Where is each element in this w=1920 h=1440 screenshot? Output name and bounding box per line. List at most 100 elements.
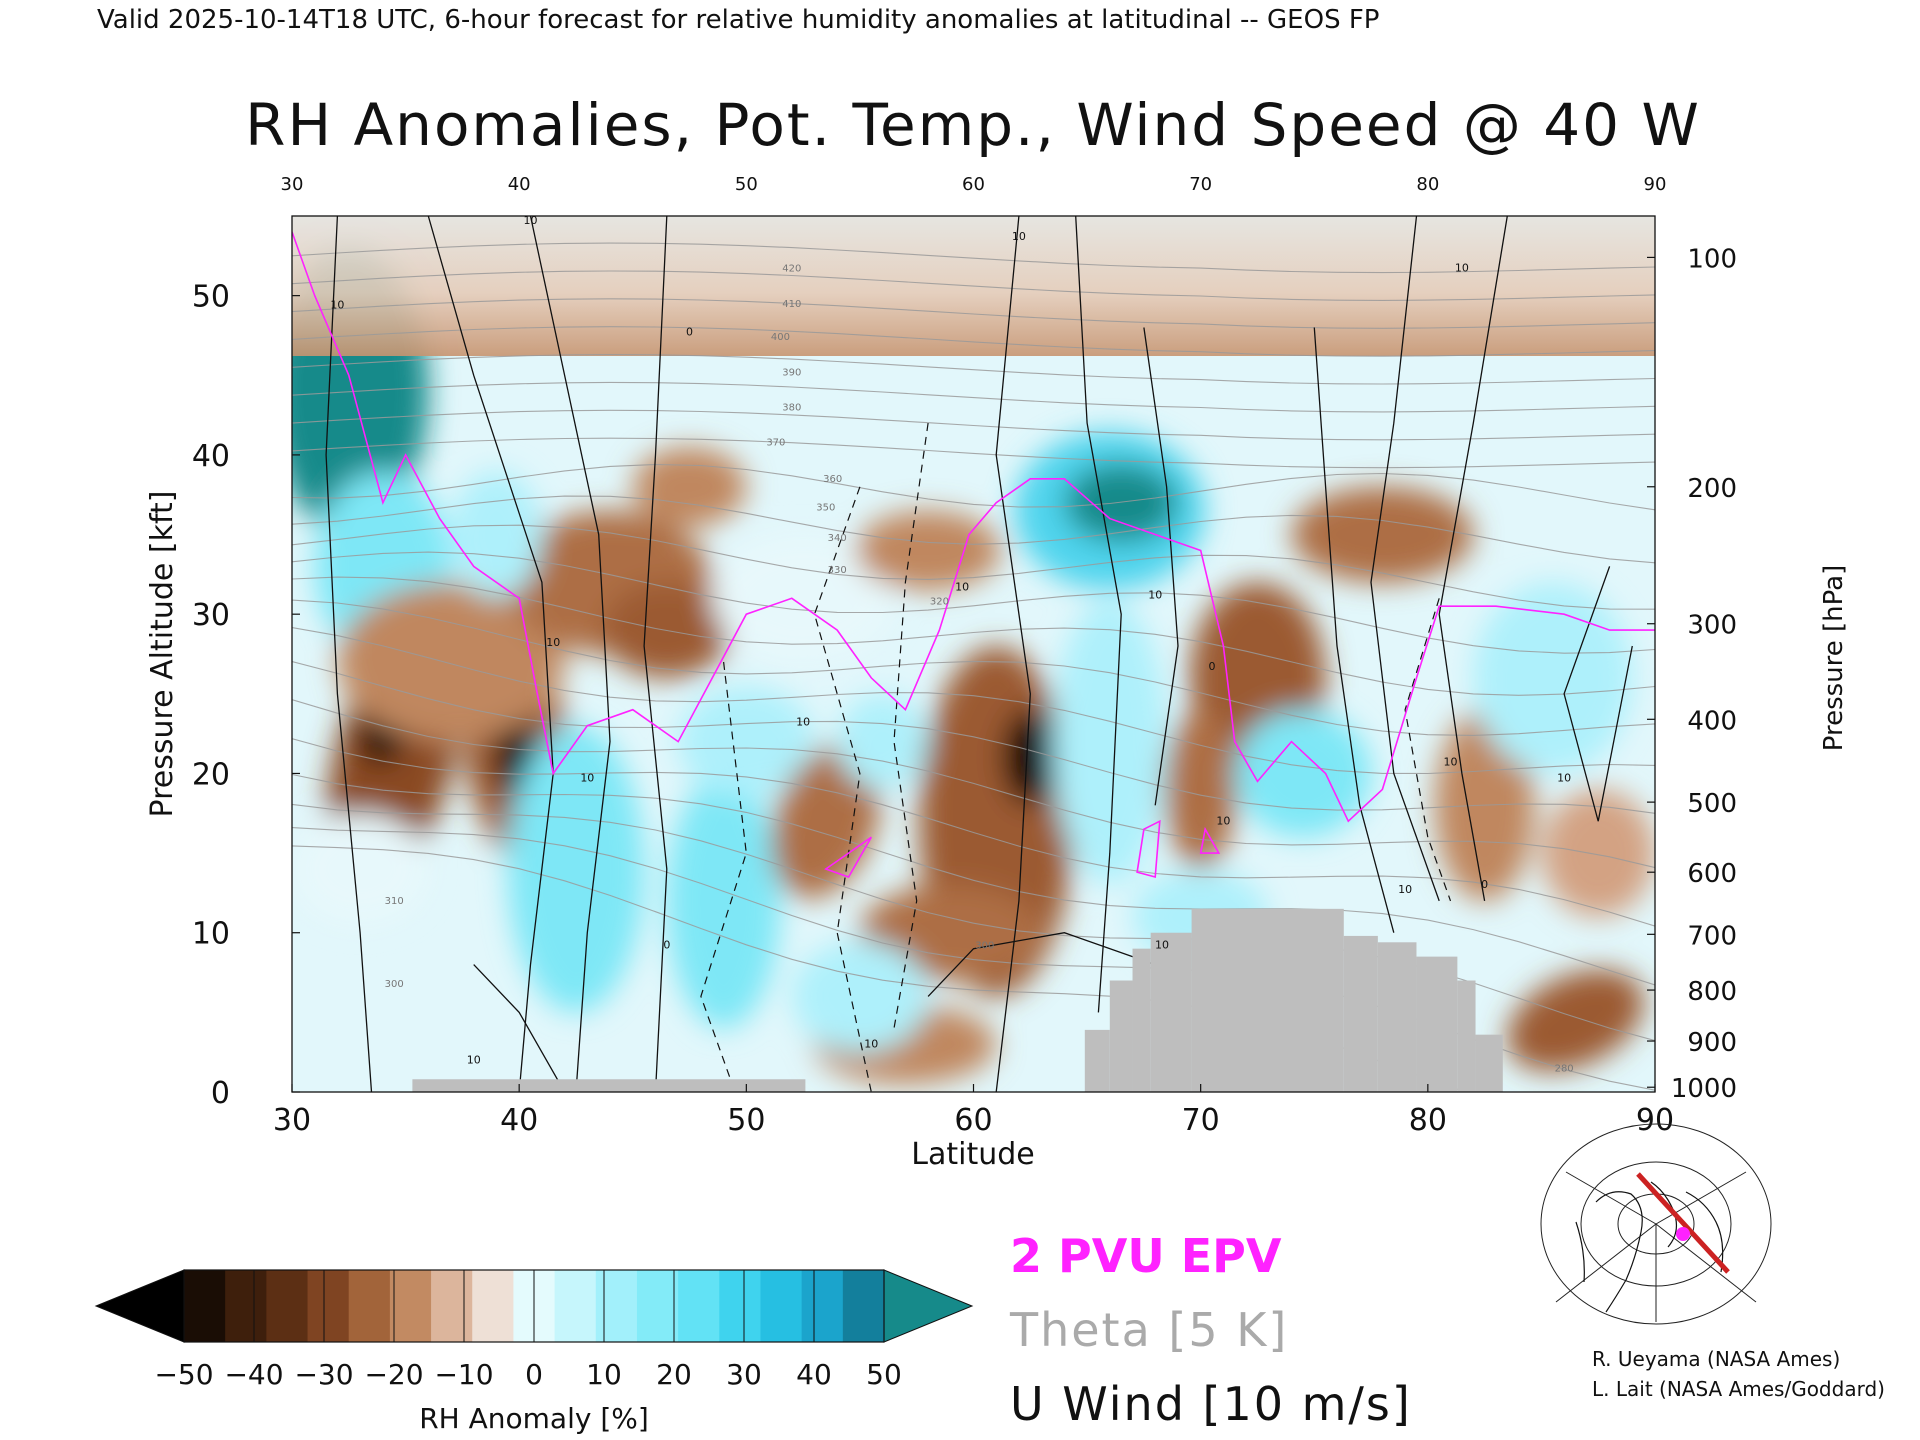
- wind-label: 10: [1444, 755, 1458, 768]
- theta-label: 320: [930, 597, 949, 608]
- colorbar-tick-label: 50: [866, 1358, 902, 1391]
- theta-contour: [292, 381, 1655, 413]
- colorbar-tick-label: 40: [796, 1358, 832, 1391]
- x-top-tick-label: 50: [735, 174, 758, 195]
- colorbar-segment: [266, 1270, 309, 1342]
- wind-contour: [1563, 566, 1633, 822]
- colorbar-segment: [801, 1270, 844, 1342]
- pressure-tick-label: 900: [1687, 1028, 1737, 1058]
- terrain-block: [1150, 932, 1192, 1092]
- rh-anomaly-field: [292, 247, 1655, 1085]
- terrain-block: [1475, 1034, 1503, 1092]
- pressure-tick-label: 300: [1687, 611, 1737, 641]
- colorbar: −50 −40 −30 −20 −10 0 10 20 30 40 50: [94, 1269, 974, 1391]
- theta-contour: [292, 738, 1655, 927]
- rh-blob: [1473, 582, 1633, 774]
- rh-blob: [837, 693, 929, 790]
- terrain-block: [1343, 935, 1378, 1092]
- theta-contours: [292, 242, 1655, 1092]
- x-axis: 30 40 50 60 70 80 90: [273, 1084, 1674, 1138]
- pressure-tick-label: 600: [1687, 859, 1737, 889]
- terrain-block: [1191, 908, 1344, 1092]
- colorbar-tick-label: −30: [294, 1358, 353, 1391]
- theta-label: 420: [782, 264, 801, 275]
- colorbar-tick-label: 10: [586, 1358, 622, 1391]
- epv-contour-line: [292, 231, 1655, 823]
- x-top-tick-label: 70: [1189, 174, 1212, 195]
- theta-label: 400: [771, 332, 790, 343]
- rh-blob: [1053, 598, 1167, 885]
- epv-contour: [292, 231, 1655, 879]
- theta-contour: [292, 599, 1655, 736]
- colorbar-segment: [719, 1270, 762, 1342]
- rh-blob: [337, 582, 565, 742]
- rh-blob: [678, 685, 815, 798]
- theta-label: 390: [782, 367, 801, 378]
- pressure-tick-label: 500: [1687, 789, 1737, 819]
- theta-label: 310: [385, 896, 404, 907]
- colorbar-label: RH Anomaly [%]: [419, 1402, 649, 1435]
- wind-labels: 10 0 10 10 10 10 10 10 10 0 10 10 10 0 10 10 10 10 0 10: [330, 216, 1571, 1066]
- rh-blob: [771, 744, 881, 898]
- y-tick-label: 0: [211, 1076, 230, 1111]
- wind-label: 10: [467, 1053, 481, 1066]
- theta-contour: [292, 270, 1655, 301]
- wind-contour: [927, 932, 1156, 997]
- x-tick-label: 80: [1409, 1103, 1447, 1138]
- wind-contour: [643, 216, 668, 1092]
- colorbar-segment: [842, 1270, 885, 1342]
- wind-label: 10: [546, 636, 560, 649]
- terrain-block: [1416, 956, 1458, 1092]
- plot-area: 420 410 400 390 380 370 360 350 340 330 320 310 300 3…: [292, 216, 1655, 1092]
- wind-contour: [1438, 216, 1508, 902]
- wind-label: 10: [330, 298, 344, 311]
- wind-contour: [529, 216, 611, 1092]
- theta-label: 410: [782, 299, 801, 310]
- theta-contour: [292, 773, 1655, 986]
- rh-blob: [292, 813, 429, 925]
- colorbar-tick-label: −10: [434, 1358, 493, 1391]
- wind-label: 10: [1398, 883, 1412, 896]
- rh-blob: [1064, 462, 1178, 543]
- wind-label: 10: [580, 771, 594, 784]
- rh-blob: [666, 773, 781, 1029]
- y2-axis-label: Pressure [hPa]: [1819, 565, 1849, 752]
- epv-contour-loop: [824, 836, 872, 878]
- pressure-axis: 100 200 300 400 500 600 700 800 900 1000: [1647, 244, 1737, 1104]
- wind-label: 10: [796, 716, 810, 729]
- colorbar-segment: [348, 1270, 391, 1342]
- colorbar-tick-label: 20: [656, 1358, 692, 1391]
- x-axis-top: 30 40 50 60 70 80 90: [281, 174, 1667, 195]
- legend-epv: 2 PVU EPV: [1010, 1229, 1282, 1283]
- rh-blob: [507, 725, 645, 1013]
- x-tick-label: 50: [727, 1103, 765, 1138]
- rh-blob: [855, 510, 1001, 591]
- theta-contour: [292, 242, 1655, 274]
- rh-blob: [712, 534, 894, 662]
- theta-labels: 420 410 400 390 380 370 360 350 340 330 320 310 300 3…: [385, 264, 1574, 1075]
- pressure-tick-label: 800: [1687, 977, 1737, 1007]
- colorbar-segment: [184, 1270, 226, 1342]
- colorbar-segment: [431, 1270, 473, 1342]
- wind-contour: [1143, 327, 1179, 806]
- colorbar-segment: [678, 1270, 720, 1342]
- wind-contour-negative: [813, 486, 872, 1092]
- terrain-block: [1457, 980, 1476, 1092]
- wind-label: 10: [864, 1037, 878, 1050]
- colorbar-over-arrow: [883, 1269, 974, 1343]
- theta-contour: [292, 463, 1655, 511]
- colorbar-tick-label: −50: [154, 1358, 213, 1391]
- x-tick-label: 90: [1636, 1103, 1674, 1138]
- theta-label: 380: [782, 402, 801, 413]
- theta-contour: [292, 576, 1655, 696]
- terrain-block: [412, 1079, 806, 1092]
- theta-label: 340: [828, 533, 847, 544]
- legend-theta: Theta [5 K]: [1009, 1303, 1288, 1357]
- pressure-tick-label: 1000: [1671, 1074, 1737, 1104]
- colorbar-segment: [389, 1270, 432, 1342]
- colorbar-segment: [307, 1270, 350, 1342]
- x-tick-label: 30: [273, 1103, 311, 1138]
- x-axis-label: Latitude: [911, 1137, 1034, 1172]
- y-tick-label: 20: [192, 757, 230, 792]
